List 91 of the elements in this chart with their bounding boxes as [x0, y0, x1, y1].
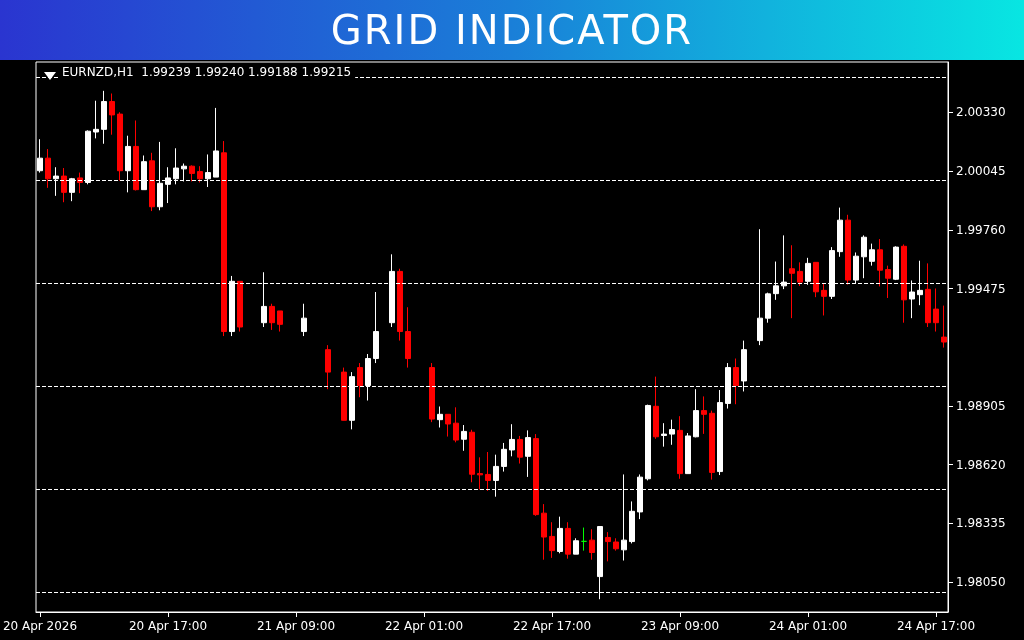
candlestick	[213, 107, 219, 178]
candlestick	[373, 291, 379, 364]
candlestick	[629, 500, 635, 544]
candlestick	[397, 268, 403, 342]
x-tick-label: 20 Apr 2026	[2, 619, 78, 633]
candlestick	[117, 111, 123, 182]
candlestick	[197, 165, 203, 183]
candlestick	[661, 422, 667, 448]
candlestick	[189, 164, 195, 182]
candlestick	[485, 451, 491, 492]
candlestick	[453, 406, 459, 443]
candlestick	[813, 261, 819, 298]
candlestick	[221, 140, 227, 337]
candlestick	[893, 245, 899, 281]
candlestick	[469, 429, 475, 483]
candlestick	[501, 442, 507, 473]
candlestick	[797, 261, 803, 287]
candlestick	[461, 424, 467, 452]
candlestick	[669, 419, 675, 446]
candlestick	[301, 303, 307, 337]
y-tick-label: 1.98050	[956, 574, 1006, 589]
candlestick	[45, 148, 51, 189]
candlestick	[429, 362, 435, 423]
y-tick-label: 1.99760	[956, 222, 1006, 237]
candlestick	[613, 537, 619, 552]
candlestick	[901, 243, 907, 324]
y-tick-label: 1.98905	[956, 398, 1006, 413]
chart-title: GRID INDICATOR	[0, 0, 1024, 60]
candlestick	[405, 306, 411, 369]
candlestick	[109, 93, 115, 136]
chart-subtitle: EURNZD,H1 1.99239 1.99240 1.99188 1.99215	[62, 65, 352, 79]
candlestick	[93, 100, 99, 139]
candlestick	[437, 406, 443, 428]
x-tick-label: 22 Apr 01:00	[384, 619, 464, 633]
candlestick	[581, 527, 587, 552]
candlestick	[277, 310, 283, 333]
candlestick	[837, 207, 843, 258]
candlestick	[77, 172, 83, 194]
candlestick	[885, 265, 891, 299]
y-tick-label: 1.98620	[956, 457, 1006, 472]
candlestick	[525, 429, 531, 478]
candlestick	[821, 283, 827, 316]
candlestick	[565, 521, 571, 560]
candlestick	[717, 389, 723, 476]
x-tick-label: 24 Apr 17:00	[896, 619, 976, 633]
candlestick	[557, 516, 563, 554]
candlestick	[877, 238, 883, 287]
candlestick	[541, 503, 547, 561]
candlestick	[357, 362, 363, 398]
candlestick	[133, 119, 139, 191]
candlestick	[685, 432, 691, 475]
candlestick	[861, 234, 867, 279]
candlestick	[733, 358, 739, 405]
candlestick	[269, 303, 275, 331]
candlestick	[101, 90, 107, 145]
x-tick-label: 22 Apr 17:00	[512, 619, 592, 633]
candlestick	[477, 456, 483, 490]
candlestick	[765, 292, 771, 324]
candlestick	[677, 415, 683, 480]
candlestick	[533, 433, 539, 517]
candlestick	[645, 404, 651, 481]
candlestick	[693, 388, 699, 438]
y-tick-label: 1.98335	[956, 516, 1006, 531]
candlestick	[549, 521, 555, 559]
candlestick	[509, 423, 515, 457]
candlestick	[653, 376, 659, 440]
candlestick	[325, 344, 331, 390]
x-tick-label: 24 Apr 01:00	[768, 619, 848, 633]
candlestick	[605, 531, 611, 562]
candlestick	[869, 243, 875, 267]
candlestick	[589, 528, 595, 561]
candlestick	[925, 262, 931, 328]
y-tick-label: 1.99475	[956, 281, 1006, 296]
x-tick-label: 21 Apr 09:00	[256, 619, 336, 633]
candlestick	[149, 152, 155, 212]
candlestick	[933, 288, 939, 333]
y-tick-label: 2.00045	[956, 164, 1006, 179]
x-tick-label: 20 Apr 17:00	[128, 619, 208, 633]
candlestick	[445, 413, 451, 438]
candlestick	[237, 280, 243, 333]
candlestick	[941, 305, 947, 349]
y-tick-label: 2.00330	[956, 105, 1006, 120]
candlestick	[341, 367, 347, 421]
candlestick	[573, 537, 579, 555]
candlestick	[701, 395, 707, 435]
candlestick	[845, 214, 851, 286]
candlestick	[789, 244, 795, 319]
candlestick	[517, 435, 523, 465]
candlestick	[709, 410, 715, 481]
candlestick	[61, 167, 67, 203]
x-tick-label: 23 Apr 09:00	[640, 619, 720, 633]
